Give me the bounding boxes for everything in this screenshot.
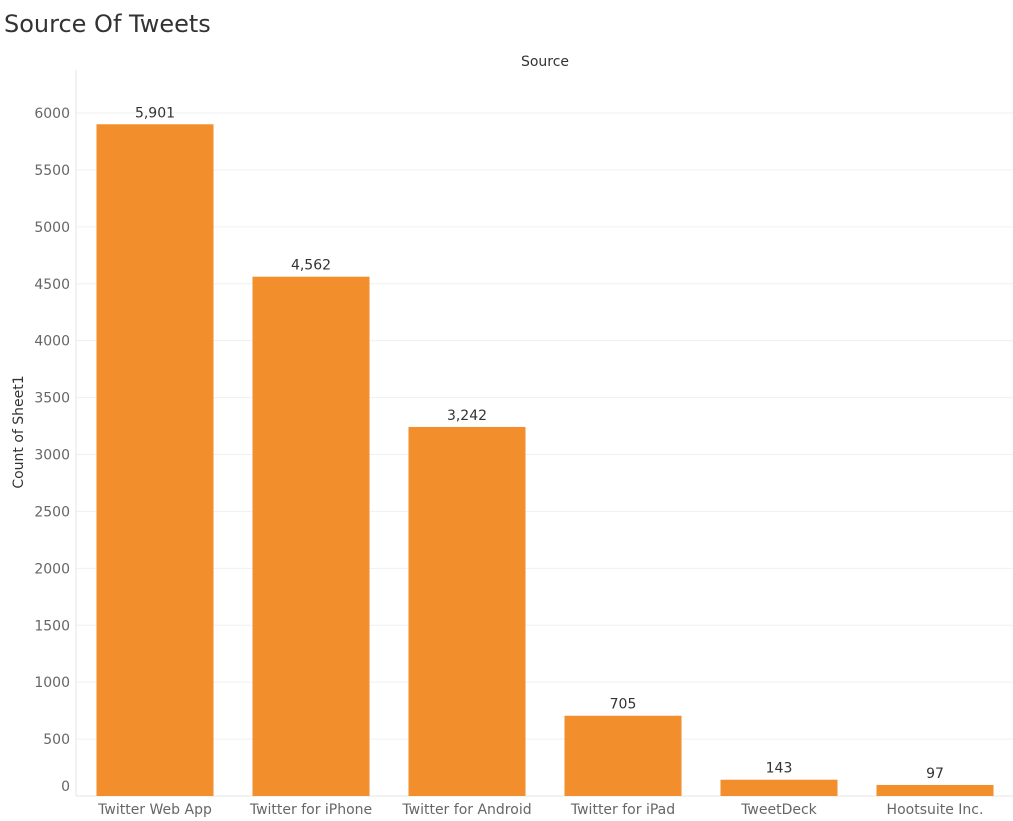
y-axis: 0 500 1000 1500 2000 2500 3000 3500 4000 4500 5000…	[34, 70, 1013, 797]
y-tick-label: 3000	[34, 448, 70, 464]
y-tick-label: 1000	[34, 675, 70, 691]
column-header: Source	[521, 54, 569, 70]
y-tick-label: 5000	[34, 220, 70, 236]
bar[interactable]	[564, 715, 682, 796]
y-tick-label: 3500	[34, 391, 70, 407]
y-tick-label: 1500	[34, 618, 70, 634]
x-tick-label: Twitter for iPhone	[249, 802, 372, 818]
data-label: 5,901	[135, 105, 175, 121]
y-tick-label: 4500	[34, 277, 70, 293]
x-tick-label: TweetDeck	[740, 802, 817, 818]
x-axis: Twitter Web App Twitter for iPhone Twitter…	[97, 802, 983, 818]
gridlines	[76, 112, 1013, 740]
y-tick-label: 2000	[34, 561, 70, 577]
bar[interactable]	[252, 276, 370, 796]
data-label: 3,242	[447, 408, 487, 424]
y-tick-label: 500	[43, 732, 70, 748]
bar[interactable]	[96, 124, 214, 796]
data-label: 143	[766, 761, 793, 777]
data-label: 705	[610, 697, 637, 713]
data-label: 97	[926, 766, 944, 782]
bar[interactable]	[720, 779, 838, 796]
bar[interactable]	[876, 784, 994, 796]
data-label: 4,562	[291, 258, 331, 274]
x-tick-label: Twitter for iPad	[570, 802, 675, 818]
y-tick-label: 4000	[34, 334, 70, 350]
x-tick-label: Twitter for Android	[401, 802, 531, 818]
y-tick-label: 5500	[34, 163, 70, 179]
x-tick-label: Hootsuite Inc.	[887, 802, 984, 818]
data-labels: 5,901 4,562 3,242 705 143 97	[135, 105, 944, 782]
bars	[96, 124, 994, 796]
bar[interactable]	[408, 426, 526, 796]
y-tick-label: 2500	[34, 504, 70, 520]
y-axis-title: Count of Sheet1	[11, 375, 27, 488]
page-title: Source Of Tweets	[4, 10, 211, 38]
x-tick-label: Twitter Web App	[97, 802, 212, 818]
y-tick-label: 6000	[34, 106, 70, 122]
y-tick-label: 0	[61, 779, 70, 795]
